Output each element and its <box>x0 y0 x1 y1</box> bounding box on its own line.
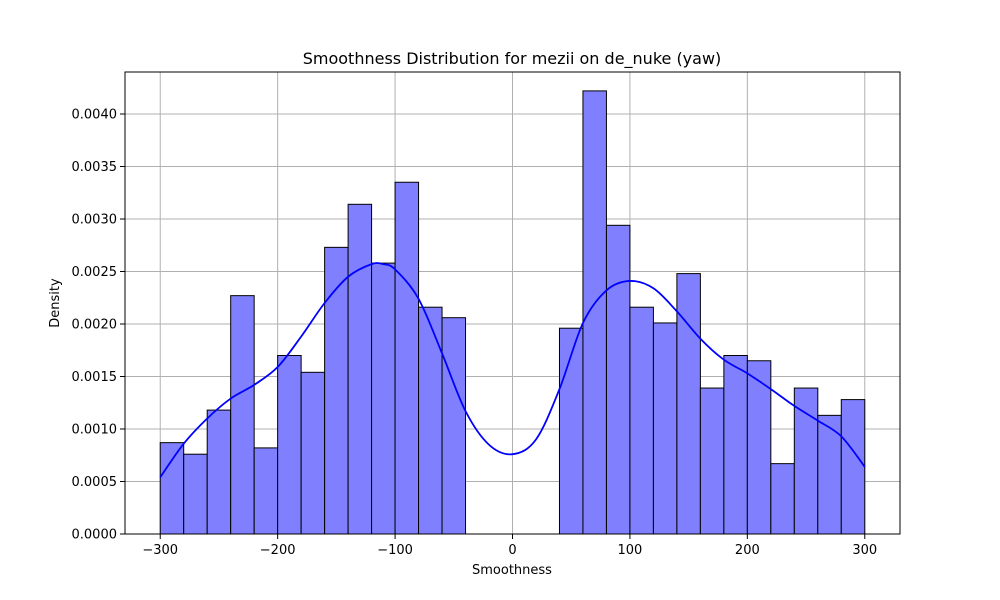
histogram-bar <box>347 203 373 535</box>
y-tick-label: 0.0025 <box>72 265 118 280</box>
x-tick-label: 300 <box>852 543 877 558</box>
x-tick-label: 100 <box>618 543 643 558</box>
histogram-bar <box>159 442 185 535</box>
histogram-bar <box>277 355 302 535</box>
y-axis-label: Density <box>48 278 63 328</box>
histogram-bar <box>629 306 654 535</box>
histogram-bar <box>206 409 232 535</box>
histogram-bar <box>699 387 725 535</box>
histogram-bar <box>324 246 349 535</box>
x-tick-label: −200 <box>260 543 296 558</box>
y-tick-label: 0.0000 <box>72 528 118 543</box>
chart-title: Smoothness Distribution for mezii on de_… <box>303 49 722 69</box>
y-axis-ticks: 0.0000 0.0005 0.0010 0.0015 0.0020 0.0025 0.00… <box>72 108 125 543</box>
histogram-bar <box>394 181 420 535</box>
x-axis-ticks: −300 −200 −100 0 100 200 300 <box>142 534 877 558</box>
histogram-bar <box>676 273 701 535</box>
y-tick-label: 0.0020 <box>72 318 118 333</box>
y-tick-label: 0.0035 <box>72 160 118 175</box>
x-axis-label: Smoothness <box>472 563 552 578</box>
x-tick-label: 200 <box>735 543 760 558</box>
x-tick-label: −300 <box>142 543 178 558</box>
histogram-bar <box>840 399 866 535</box>
y-tick-label: 0.0005 <box>72 475 118 490</box>
y-tick-label: 0.0015 <box>72 370 118 385</box>
kde-curve <box>159 262 866 478</box>
histogram-bar <box>652 322 678 535</box>
histogram-bar <box>605 224 631 535</box>
kde-curve-layer <box>159 262 866 478</box>
histogram-bar <box>558 327 584 535</box>
histogram-bar <box>770 463 795 535</box>
histogram-bar <box>441 317 467 535</box>
histogram-bar <box>253 447 279 535</box>
histogram-bar <box>582 90 607 535</box>
histogram-bar <box>183 453 208 535</box>
histogram-bar <box>300 371 326 535</box>
histogram-bar <box>723 355 748 535</box>
y-tick-label: 0.0030 <box>72 213 118 228</box>
y-tick-label: 0.0040 <box>72 108 118 123</box>
x-tick-label: 0 <box>508 543 516 558</box>
histogram-bar <box>371 262 396 535</box>
x-tick-label: −100 <box>377 543 413 558</box>
histogram-bar <box>230 295 255 535</box>
histogram-bar <box>418 306 443 535</box>
histogram-bar <box>793 387 819 535</box>
y-tick-label: 0.0010 <box>72 423 118 438</box>
histogram-bars <box>159 90 866 535</box>
